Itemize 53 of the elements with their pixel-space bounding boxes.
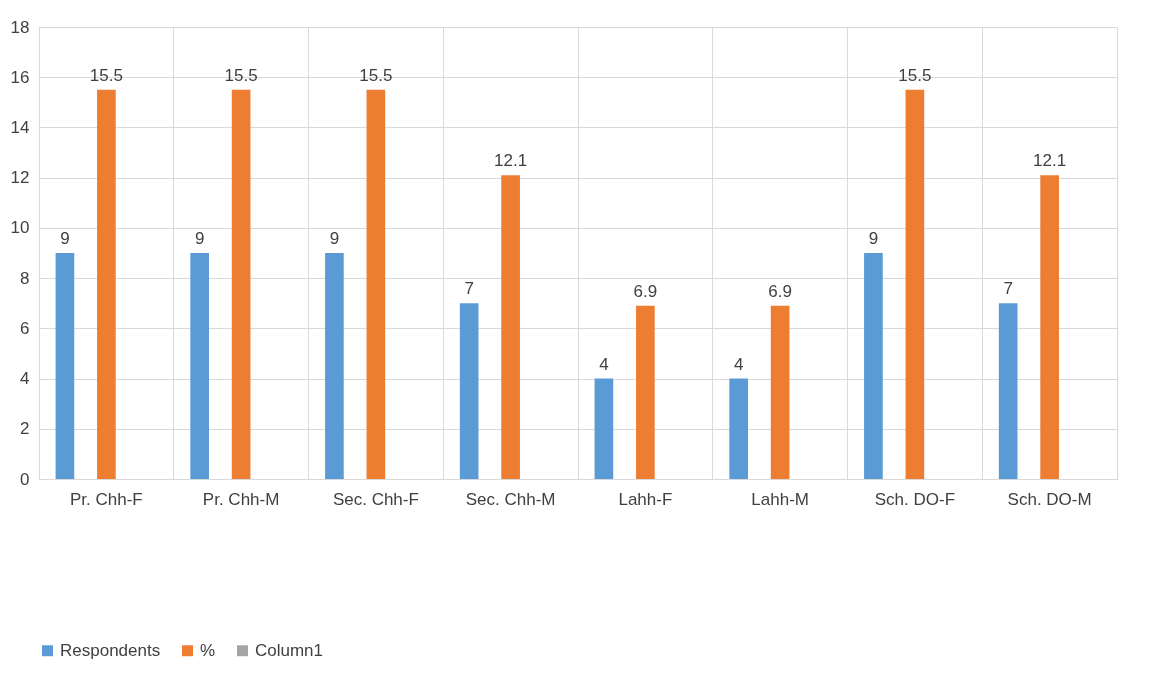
legend-label: % <box>200 640 216 660</box>
y-tick-label: 18 <box>10 17 30 37</box>
bar <box>231 89 251 479</box>
data-label: 15.5 <box>224 65 258 85</box>
data-label: 15.5 <box>898 65 932 85</box>
y-tick-label: 10 <box>10 218 30 238</box>
data-label: 7 <box>1003 279 1013 299</box>
bar <box>998 303 1018 479</box>
bar <box>770 305 790 479</box>
bar <box>636 305 655 479</box>
data-label: 4 <box>733 354 744 374</box>
data-label: 9 <box>329 229 340 248</box>
x-tick-label: Sch. DO-F <box>874 489 956 509</box>
bar <box>366 89 386 479</box>
data-label: 9 <box>60 229 70 248</box>
data-label: 4 <box>599 354 609 374</box>
y-tick-label: 4 <box>20 369 30 389</box>
x-tick-label: Lahh-M <box>751 489 809 509</box>
bar <box>325 253 344 479</box>
bar <box>1040 175 1059 479</box>
bar <box>190 253 209 479</box>
x-tick-label: Sch. DO-M <box>1007 489 1092 509</box>
legend-label: Respondents <box>60 640 161 660</box>
x-tick-label: Pr. Chh-F <box>70 489 143 509</box>
bar <box>501 175 520 479</box>
legend-label: Column1 <box>255 640 324 660</box>
x-tick-label: Sec. Chh-F <box>332 489 419 509</box>
bar <box>864 253 883 479</box>
y-tick-label: 2 <box>20 419 30 439</box>
data-label: 6.9 <box>768 281 792 301</box>
data-label: 7 <box>464 279 474 299</box>
bar <box>55 253 75 479</box>
y-tick-label: 14 <box>10 117 30 137</box>
bar <box>905 89 925 479</box>
data-label: 6.9 <box>633 281 658 301</box>
bar <box>459 303 479 479</box>
data-label: 15.5 <box>89 65 123 85</box>
y-tick-label: 8 <box>20 268 30 288</box>
data-label: 9 <box>194 229 205 248</box>
y-tick-label: 12 <box>10 168 30 188</box>
data-label: 9 <box>868 229 879 248</box>
x-tick-label: Pr. Chh-M <box>202 489 280 509</box>
x-tick-label: Lahh-F <box>618 489 673 509</box>
data-label: 12.1 <box>494 151 528 171</box>
y-tick-label: 6 <box>20 318 30 338</box>
bar <box>594 378 614 479</box>
bar <box>729 378 748 479</box>
data-label: 15.5 <box>359 65 393 85</box>
y-tick-label: 0 <box>20 469 30 489</box>
x-tick-label: Sec. Chh-M <box>465 489 556 509</box>
y-tick-label: 16 <box>10 67 30 87</box>
data-label: 12.1 <box>1033 151 1067 171</box>
bar <box>97 89 116 479</box>
